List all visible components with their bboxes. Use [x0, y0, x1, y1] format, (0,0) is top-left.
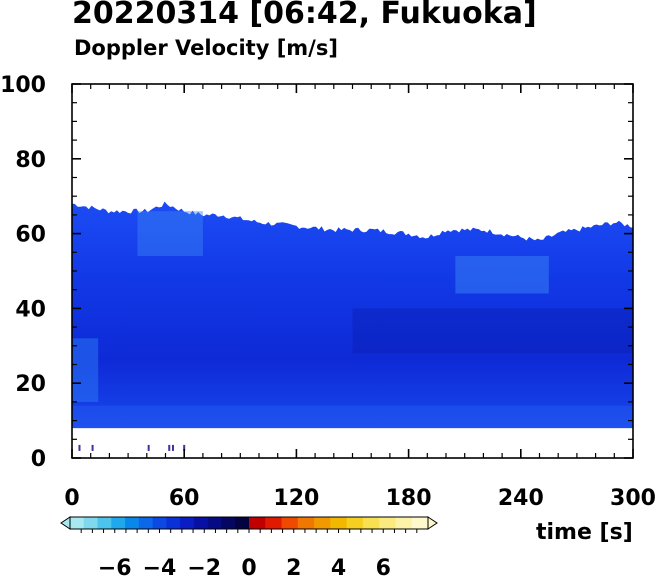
colorbar-segment: [193, 517, 209, 529]
echo-texture: [137, 211, 203, 257]
y-tick-label: 60: [15, 223, 46, 248]
colorbar-segment: [125, 517, 140, 529]
x-tick-label: 60: [169, 486, 200, 511]
colorbar-segment: [97, 517, 112, 529]
low-level-mark: [147, 444, 150, 451]
echo-texture: [455, 256, 549, 294]
low-level-mark: [91, 444, 94, 451]
colorbar-segment: [221, 517, 236, 529]
colorbar-segment: [235, 517, 250, 529]
colorbar-segment: [249, 517, 266, 529]
colorbar-segment: [180, 517, 195, 529]
y-tick-label: 40: [15, 297, 46, 322]
colorbar-tick-label: 0: [241, 556, 256, 577]
x-tick-label: 180: [386, 486, 432, 511]
low-level-mark: [78, 444, 81, 451]
colorbar-segment: [207, 517, 222, 529]
colorbar-tick-label: −4: [143, 556, 177, 577]
x-tick-label: 120: [273, 486, 319, 511]
colorbar-segment: [265, 517, 283, 529]
echo-texture: [72, 405, 633, 429]
colorbar-segment: [83, 517, 99, 529]
echo-texture: [72, 338, 99, 402]
x-tick-label: 0: [64, 486, 79, 511]
colorbar-segment: [111, 517, 126, 529]
colorbar-min-arrow: [60, 516, 71, 530]
colorbar-segment: [346, 517, 364, 529]
chart-title: 20220314 [06:42, Fukuoka]: [72, 0, 537, 31]
colorbar-segment: [138, 517, 154, 529]
colorbar-segment: [297, 517, 315, 529]
x-axis-label: time [s]: [536, 520, 633, 545]
y-tick-label: 80: [15, 148, 46, 173]
colorbar-segment: [314, 517, 331, 529]
colorbar-tick-label: −2: [187, 556, 221, 577]
low-level-mark: [168, 444, 171, 451]
colorbar-segment: [330, 517, 348, 529]
colorbar-segment: [152, 517, 167, 529]
colorbar-segment: [362, 517, 380, 529]
y-tick-label: 20: [15, 372, 46, 397]
y-tick-label: 0: [31, 447, 46, 472]
colorbar-tick-label: 6: [376, 556, 391, 577]
colorbar-segment: [411, 517, 429, 529]
low-level-mark: [183, 444, 186, 451]
echo-texture: [352, 308, 633, 354]
colorbar-tick-label: −6: [98, 556, 132, 577]
y-tick-label: 100: [0, 73, 46, 98]
colorbar-max-arrow: [427, 516, 438, 530]
colorbar-tick-label: 2: [286, 556, 301, 577]
colorbar-tick-label: 4: [331, 556, 346, 577]
x-tick-label: 240: [498, 486, 544, 511]
x-tick-label: 300: [610, 486, 655, 511]
colorbar-segment: [379, 517, 396, 529]
colorbar-segment: [70, 517, 85, 529]
chart-subtitle: Doppler Velocity [m/s]: [74, 36, 338, 60]
low-level-mark: [171, 444, 174, 451]
colorbar-segment: [395, 517, 413, 529]
colorbar-segment: [281, 517, 299, 529]
colorbar-segment: [166, 517, 181, 529]
